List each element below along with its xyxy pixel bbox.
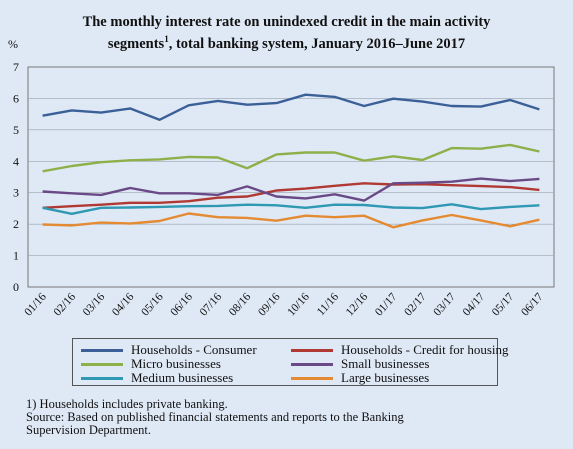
series-line-4 bbox=[42, 177, 540, 202]
chart-title: The monthly interest rate on unindexed c… bbox=[0, 14, 573, 53]
x-tick-label: 09/16 bbox=[256, 291, 283, 319]
legend-swatch bbox=[291, 377, 333, 380]
x-tick-label: 05/16 bbox=[139, 291, 166, 319]
legend-label: Small businesses bbox=[341, 356, 430, 371]
footnote: 1) Households includes private banking. bbox=[26, 398, 546, 411]
x-tick-label: 01/17 bbox=[373, 291, 400, 319]
chart-legend: Households - Consumer Households - Credit… bbox=[72, 338, 509, 386]
legend-swatch bbox=[81, 377, 123, 380]
x-tick-label: 02/16 bbox=[52, 291, 79, 319]
y-tick-label: 5 bbox=[13, 123, 19, 137]
x-tick-label: 03/17 bbox=[432, 291, 459, 319]
footnote-marker: 1) bbox=[26, 397, 37, 411]
y-tick-label: 1 bbox=[13, 249, 19, 263]
x-tick-label: 12/16 bbox=[344, 291, 371, 319]
source-line-2: Supervision Department. bbox=[26, 423, 151, 437]
x-tick-label: 01/16 bbox=[22, 291, 49, 319]
y-tick-label: 0 bbox=[13, 280, 19, 294]
series-line-3 bbox=[42, 143, 540, 173]
x-tick-label: 06/16 bbox=[169, 291, 196, 319]
series-line-6 bbox=[42, 212, 540, 229]
x-tick-label: 08/16 bbox=[227, 291, 254, 319]
plot-area bbox=[27, 66, 555, 288]
legend-label: Households - Credit for housing bbox=[341, 342, 509, 357]
legend-swatch bbox=[81, 349, 123, 352]
x-tick-label: 04/16 bbox=[110, 291, 137, 319]
series-line-1 bbox=[42, 93, 540, 122]
series-line-2 bbox=[42, 182, 540, 209]
y-tick-label: 3 bbox=[13, 186, 19, 200]
legend-swatch bbox=[81, 363, 123, 366]
y-tick-label: 2 bbox=[13, 217, 19, 231]
legend-label: Large businesses bbox=[341, 370, 430, 385]
footnote-text: Households includes private banking. bbox=[36, 397, 228, 411]
source-line-1: Source: Based on published financial sta… bbox=[26, 410, 404, 424]
series-line-5 bbox=[42, 203, 540, 216]
y-tick-label: 4 bbox=[13, 154, 19, 168]
x-tick-label: 05/17 bbox=[490, 291, 517, 319]
x-tick-label: 07/16 bbox=[198, 291, 225, 319]
title-footnote-marker: 1 bbox=[164, 34, 169, 44]
x-tick-label: 04/17 bbox=[461, 291, 488, 319]
legend-swatch bbox=[291, 363, 333, 366]
chart-title-line-2: segments1, total banking system, January… bbox=[0, 31, 573, 53]
legend-label: Micro businesses bbox=[131, 356, 221, 371]
x-tick-label: 11/16 bbox=[315, 291, 341, 318]
y-axis-label: % bbox=[8, 37, 18, 51]
legend-label: Households - Consumer bbox=[131, 342, 257, 357]
legend-swatch bbox=[291, 349, 333, 352]
x-tick-label: 06/17 bbox=[519, 291, 546, 319]
chart-title-line-1: The monthly interest rate on unindexed c… bbox=[82, 14, 491, 30]
chart-notes: 1) Households includes private banking. … bbox=[26, 398, 546, 437]
y-tick-label: 7 bbox=[13, 60, 19, 74]
x-tick-label: 10/16 bbox=[285, 291, 312, 319]
y-tick-label: 6 bbox=[13, 91, 19, 105]
x-tick-label: 03/16 bbox=[81, 291, 108, 319]
legend-label: Medium businesses bbox=[131, 370, 234, 385]
title-line-2-main: segments bbox=[107, 35, 165, 52]
title-line-2-rest: , total banking system, January 2016–Jun… bbox=[168, 35, 466, 52]
x-tick-label: 02/17 bbox=[402, 291, 429, 319]
